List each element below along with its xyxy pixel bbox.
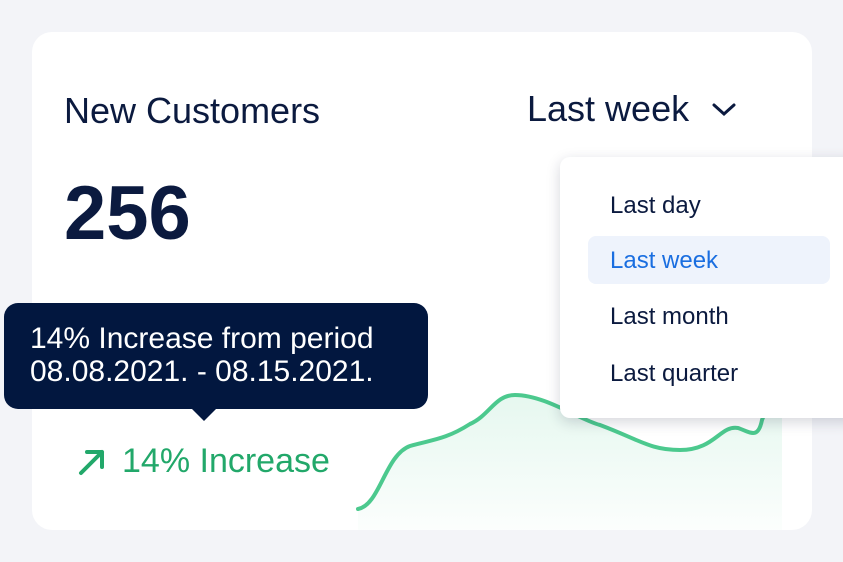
card-title: New Customers bbox=[64, 90, 321, 131]
option-last-month[interactable]: Last month bbox=[610, 303, 729, 330]
trend-label: 14% Increase bbox=[122, 442, 330, 480]
option-last-quarter[interactable]: Last quarter bbox=[610, 360, 739, 387]
increase-tooltip: 14% Increase from period 08.08.2021. - 0… bbox=[4, 303, 428, 421]
arrow-up-right-icon bbox=[79, 449, 104, 475]
period-select[interactable]: Last week bbox=[527, 88, 737, 130]
period-dropdown-menu: Last day Last week Last month Last quart… bbox=[560, 157, 843, 418]
option-last-day[interactable]: Last day bbox=[610, 192, 701, 219]
chevron-down-icon bbox=[712, 103, 736, 117]
tooltip-line-1: 14% Increase from period bbox=[30, 322, 374, 355]
customer-count: 256 bbox=[64, 171, 191, 256]
trend-indicator: 14% Increase bbox=[76, 442, 330, 481]
tooltip-line-2: 08.08.2021. - 08.15.2021. bbox=[30, 355, 374, 388]
period-select-label: Last week bbox=[527, 88, 690, 129]
option-last-week[interactable]: Last week bbox=[588, 236, 830, 284]
